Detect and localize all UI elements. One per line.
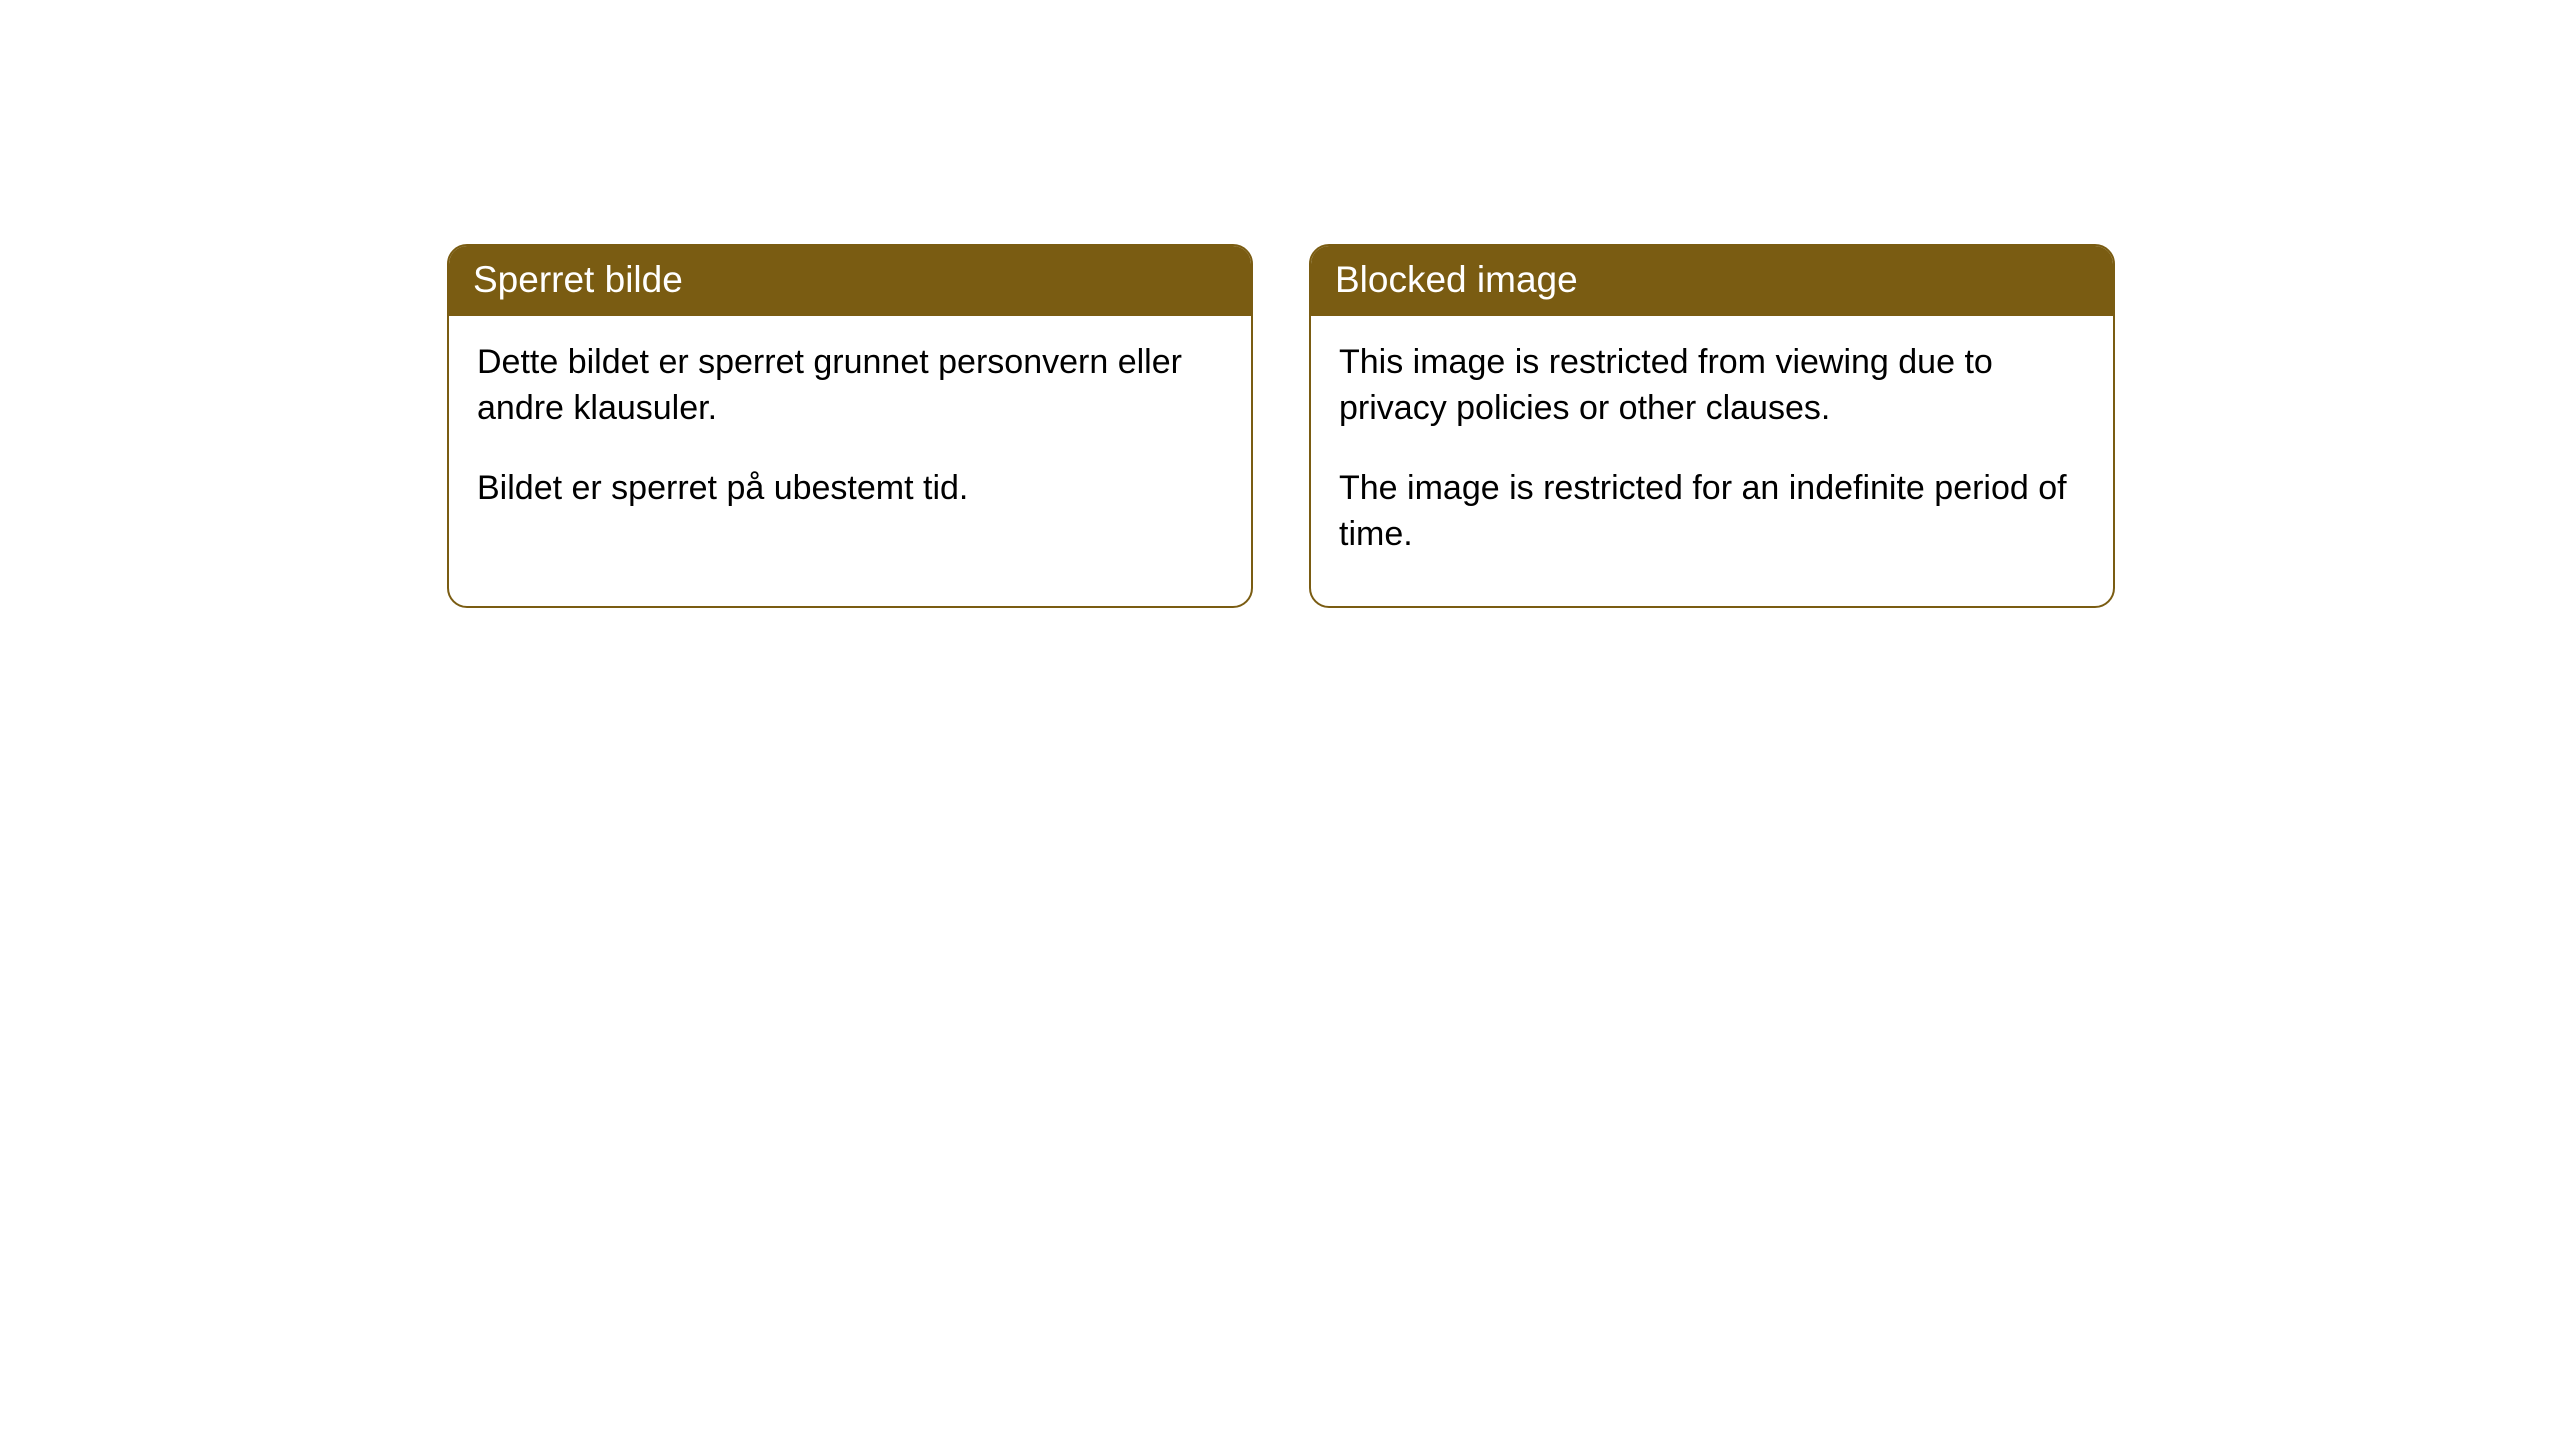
card-paragraph: The image is restricted for an indefinit… [1339,466,2085,558]
card-paragraph: Dette bildet er sperret grunnet personve… [477,340,1223,432]
card-header: Blocked image [1311,246,2113,316]
card-paragraph: Bildet er sperret på ubestemt tid. [477,466,1223,512]
blocked-image-card-no: Sperret bilde Dette bildet er sperret gr… [447,244,1253,608]
card-body: This image is restricted from viewing du… [1311,316,2113,606]
blocked-image-card-en: Blocked image This image is restricted f… [1309,244,2115,608]
card-header: Sperret bilde [449,246,1251,316]
notice-cards-container: Sperret bilde Dette bildet er sperret gr… [0,0,2560,608]
card-body: Dette bildet er sperret grunnet personve… [449,316,1251,560]
card-paragraph: This image is restricted from viewing du… [1339,340,2085,432]
